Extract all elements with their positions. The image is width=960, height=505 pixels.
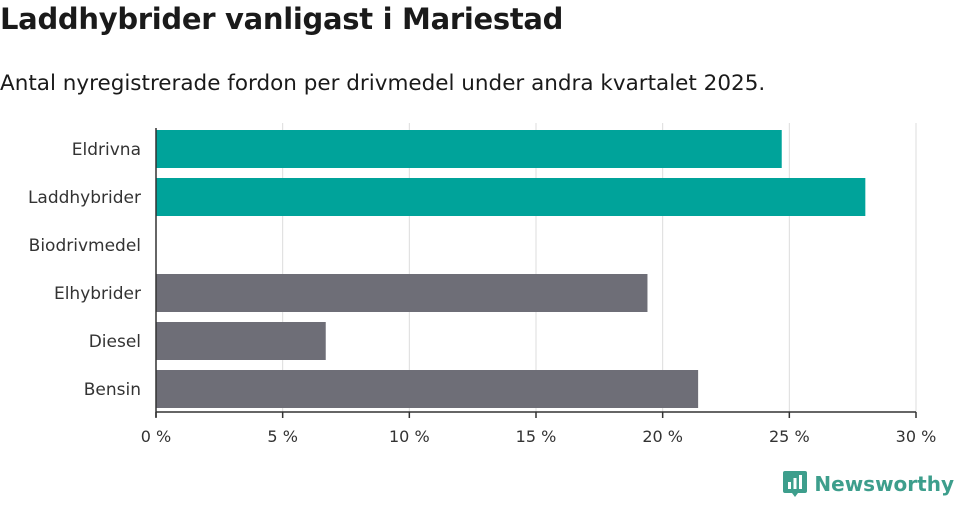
category-label: Elhybrider xyxy=(54,284,141,304)
brand-name: Newsworthy xyxy=(814,472,954,496)
newsworthy-logo-icon xyxy=(783,471,808,497)
x-tick-label: 5 % xyxy=(267,427,297,446)
bar xyxy=(156,322,326,360)
x-tick-label: 0 % xyxy=(141,427,171,446)
category-label: Bensin xyxy=(84,380,141,400)
x-tick-label: 30 % xyxy=(896,427,937,446)
x-tick-label: 10 % xyxy=(389,427,430,446)
brand: Newsworthy xyxy=(782,469,954,499)
x-tick-label: 15 % xyxy=(516,427,557,446)
x-tick-label: 20 % xyxy=(642,427,683,446)
chart-subtitle: Antal nyregistrerade fordon per drivmede… xyxy=(0,71,766,96)
category-label: Laddhybrider xyxy=(28,188,141,208)
bar xyxy=(156,370,699,408)
category-label: Eldrivna xyxy=(72,140,141,160)
chart-title: Laddhybrider vanligast i Mariestad xyxy=(0,2,564,36)
category-label: Diesel xyxy=(89,332,141,352)
bar-chart: Eldrivna Laddhybrider Biodrivmedel Elhybrid… xyxy=(28,123,937,446)
category-label: Biodrivmedel xyxy=(29,236,141,256)
bar xyxy=(156,274,648,312)
x-tick-label: 25 % xyxy=(769,427,810,446)
bar xyxy=(156,178,866,216)
bar xyxy=(156,130,782,168)
